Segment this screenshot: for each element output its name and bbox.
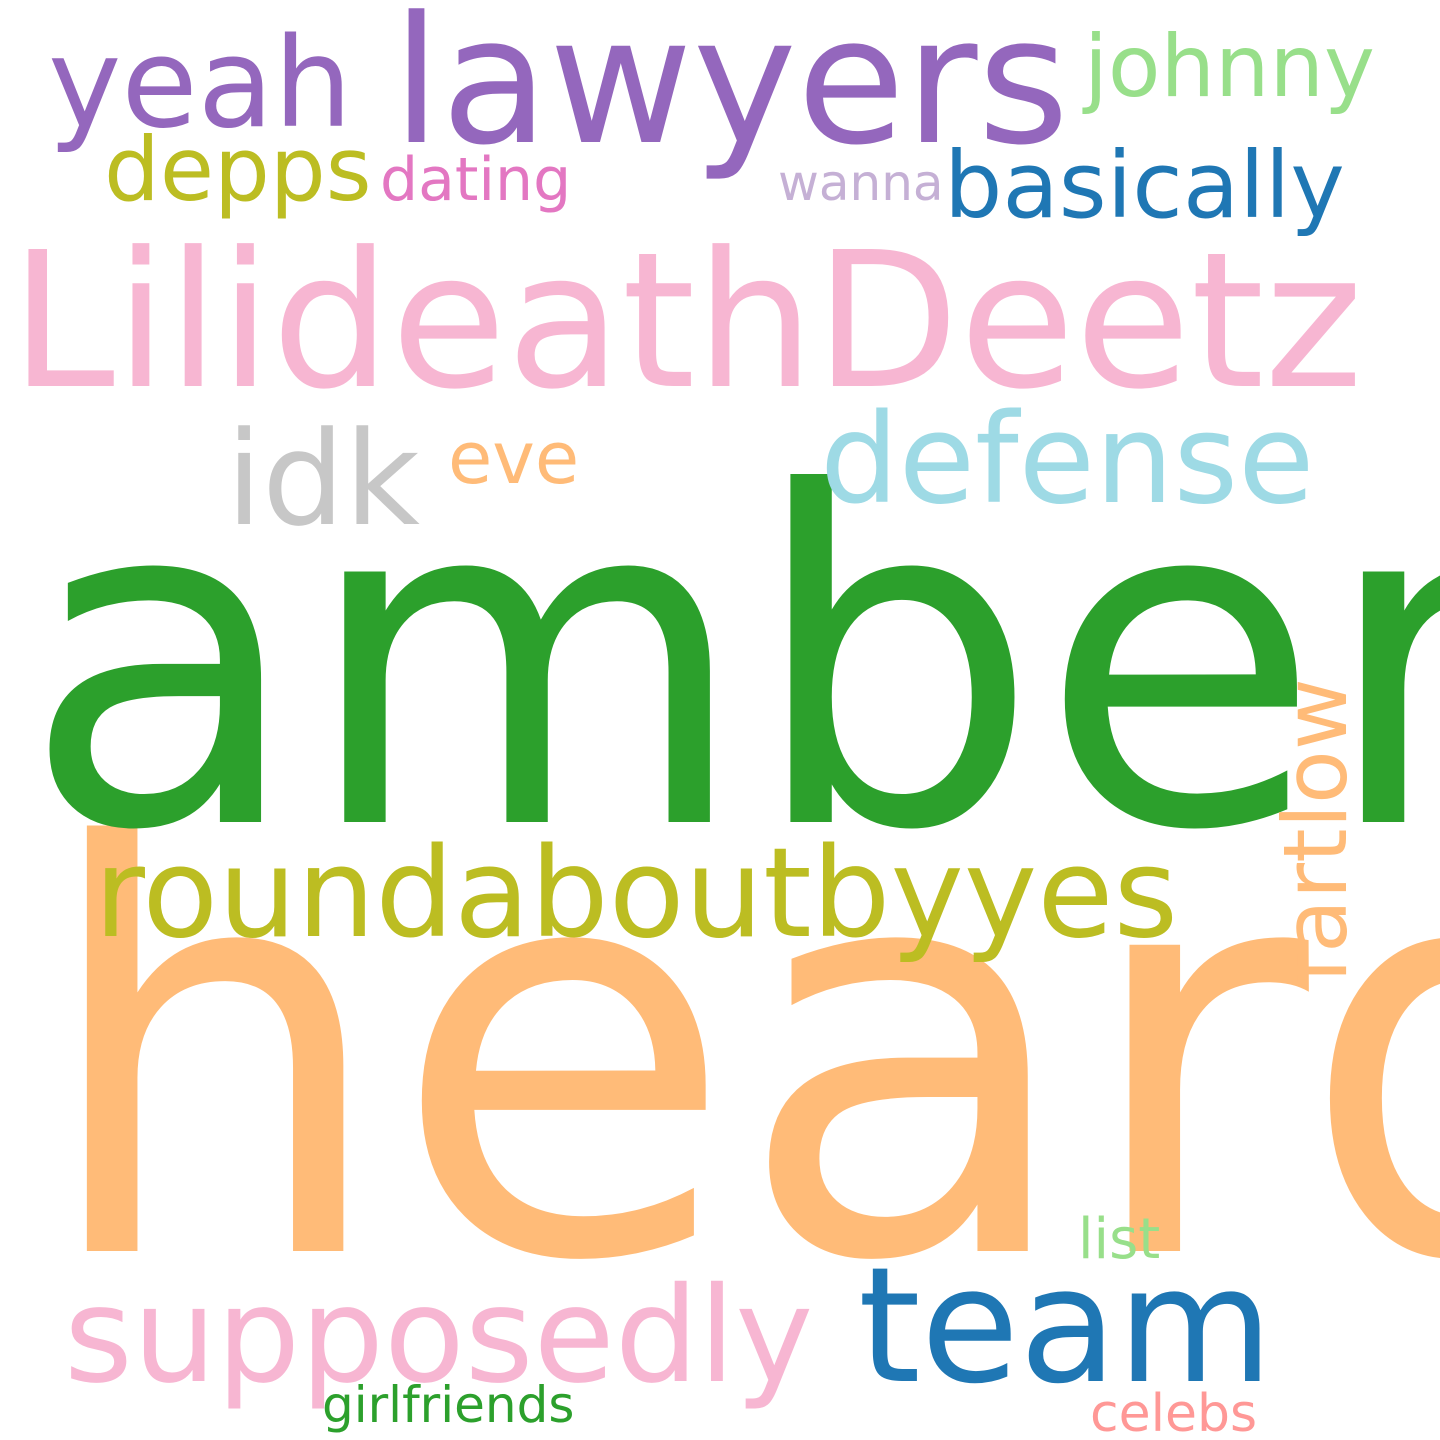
word-yeah: yeah	[48, 12, 353, 156]
word-roundaboutbyyes: roundaboutbyyes	[94, 822, 1179, 966]
word-eve: eve	[448, 416, 580, 500]
word-fartlow: fartlow	[1264, 678, 1367, 984]
word-team: team	[858, 1232, 1274, 1419]
word-depps: depps	[104, 118, 372, 221]
word-dating: dating	[380, 145, 572, 215]
word-defense: defense	[820, 388, 1315, 532]
word-list: list	[1078, 1207, 1161, 1272]
word-amber: amber	[22, 398, 1440, 931]
word-girlfriends: girlfriends	[322, 1376, 575, 1434]
word-celebs: celebs	[1090, 1384, 1258, 1440]
word-idk: idk	[226, 403, 420, 555]
word-johnny: johnny	[1084, 17, 1375, 117]
word-lawyers: lawyers	[392, 0, 1070, 184]
word-basically: basically	[944, 132, 1345, 239]
word-heard: heard	[36, 732, 1440, 1384]
word-lilideathdeetz: LilideathDeetz	[10, 212, 1363, 431]
word-supposedly: supposedly	[64, 1259, 814, 1413]
word-wanna: wanna	[778, 154, 944, 212]
